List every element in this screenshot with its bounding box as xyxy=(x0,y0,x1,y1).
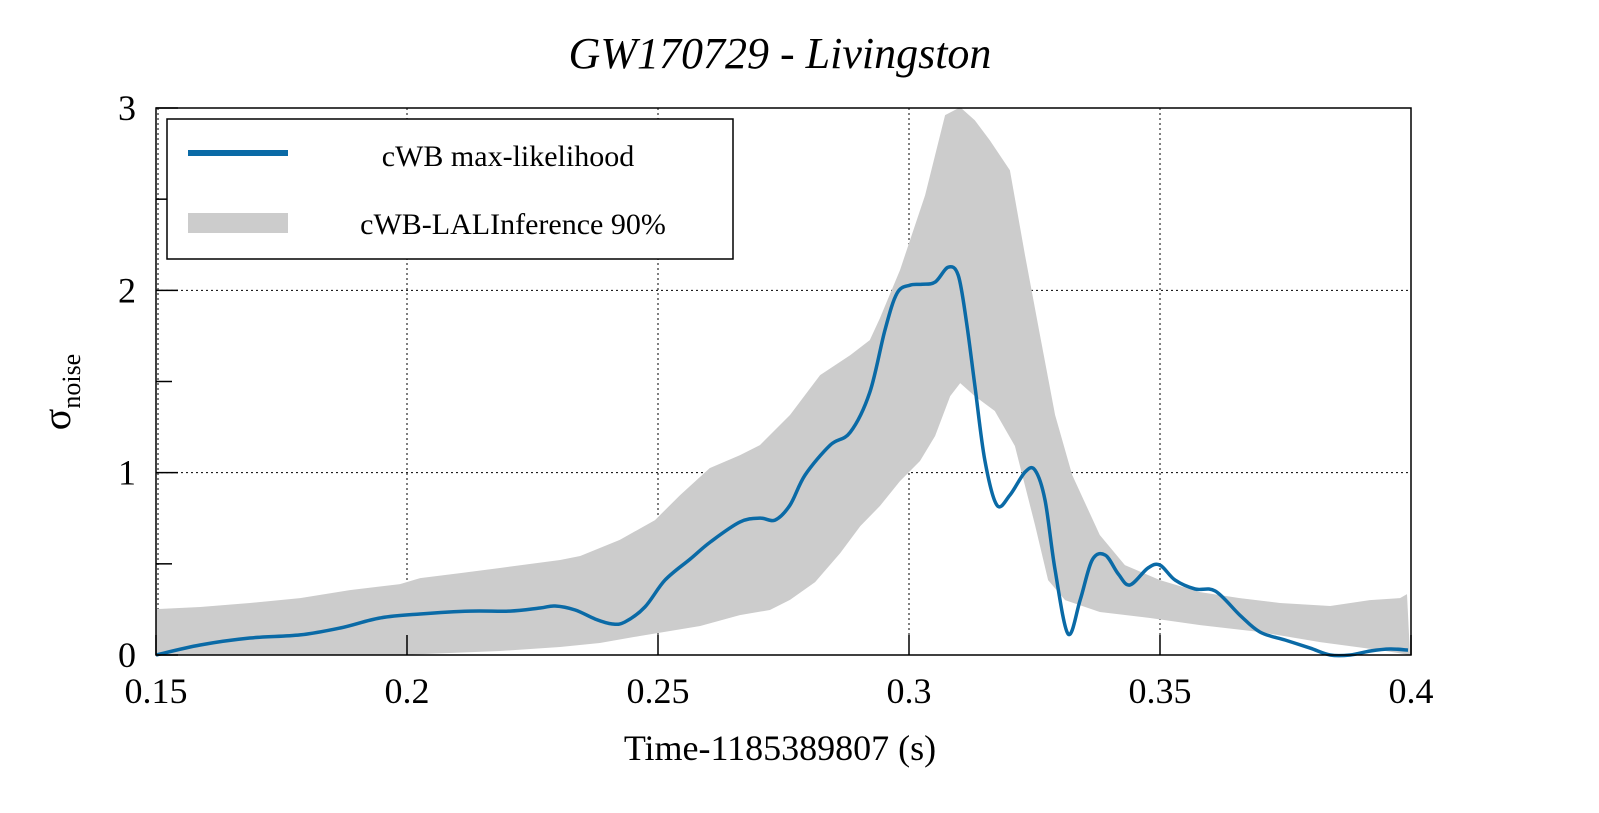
y-axis-label-symbol: σ xyxy=(34,409,79,431)
y-tick-label: 2 xyxy=(118,270,136,310)
legend-band-swatch xyxy=(188,213,288,233)
legend-box xyxy=(166,118,734,260)
x-tick-label: 0.25 xyxy=(627,671,690,711)
legend-label-credible-band: cWB-LALInference 90% xyxy=(360,208,666,241)
legend: cWB max-likelihood cWB-LALInference 90% xyxy=(166,118,734,260)
y-tick-labels: 0 1 2 3 xyxy=(118,88,136,675)
credible-band-area xyxy=(156,107,1410,656)
x-tick-label: 0.4 xyxy=(1389,671,1434,711)
y-tick-label: 3 xyxy=(118,88,136,128)
svg-text:σnoise: σnoise xyxy=(34,354,86,430)
y-tick-label: 1 xyxy=(118,453,136,493)
credible-band-layer xyxy=(156,107,1410,656)
legend-label-max-likelihood: cWB max-likelihood xyxy=(382,140,634,173)
y-axis-label-subscript: noise xyxy=(57,354,86,409)
x-tick-labels: 0.15 0.2 0.25 0.3 0.35 0.4 xyxy=(125,671,1434,711)
x-axis-label: Time-1185389807 (s) xyxy=(624,728,936,768)
x-tick-label: 0.15 xyxy=(125,671,188,711)
axis-ticks xyxy=(155,107,1412,656)
max-likelihood-line-layer xyxy=(155,264,1409,658)
x-tick-label: 0.35 xyxy=(1129,671,1192,711)
x-tick-label: 0.3 xyxy=(887,671,932,711)
y-tick-label: 0 xyxy=(118,635,136,675)
x-tick-label: 0.2 xyxy=(385,671,430,711)
y-axis-label: σnoise xyxy=(34,354,86,430)
chart-title: GW170729 - Livingston xyxy=(569,29,992,78)
max-likelihood-line xyxy=(155,264,1409,658)
